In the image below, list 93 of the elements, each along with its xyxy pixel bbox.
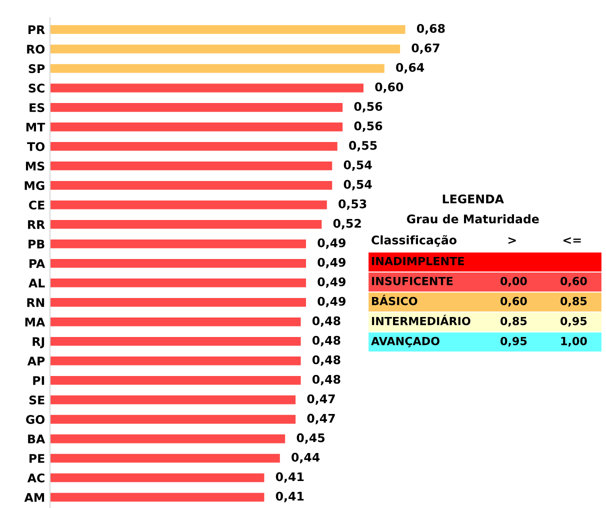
bar — [50, 162, 332, 170]
bar — [50, 298, 306, 307]
text: > — [508, 237, 516, 244]
y-tick-label: PA — [30, 259, 46, 268]
text: 1,00 — [561, 336, 587, 347]
bar — [50, 220, 322, 229]
y-tick-label: GO — [26, 415, 45, 424]
bar — [50, 240, 306, 248]
y-tick-label: RO — [27, 44, 45, 54]
bar — [50, 454, 280, 463]
text: 0,95 — [560, 316, 587, 327]
data-label: 0,54 — [344, 160, 372, 171]
data-label: 0,49 — [318, 296, 346, 308]
text: <= — [563, 237, 581, 244]
bar — [50, 278, 306, 288]
data-label: 0,45 — [296, 433, 325, 444]
y-tick-label: PE — [30, 454, 44, 463]
annotation: INTERMEDIÁRIO — [372, 314, 470, 326]
data-label: 0,47 — [307, 414, 335, 424]
bar — [50, 492, 264, 502]
bar — [50, 64, 384, 73]
y-tick-label: SE — [29, 396, 44, 404]
y-tick-label: RN — [27, 298, 44, 307]
bar — [50, 414, 296, 424]
data-label: 0,52 — [333, 218, 361, 230]
data-label: 0,48 — [312, 355, 340, 366]
data-label: 0,60 — [375, 82, 404, 93]
y-tick-label: AM — [24, 493, 44, 502]
text: 0,00 — [500, 276, 527, 287]
y-tick-label: MS — [26, 162, 44, 171]
data-label: 0,41 — [276, 492, 304, 502]
bar — [50, 103, 343, 112]
data-label: 0,44 — [292, 452, 320, 464]
bar — [50, 317, 301, 326]
bar — [50, 200, 327, 210]
data-label: 0,56 — [354, 102, 382, 112]
bar — [50, 84, 364, 92]
y-tick-label: RJ — [32, 337, 44, 348]
y-tick-label: RR — [28, 220, 45, 229]
bar — [50, 395, 296, 404]
bar — [50, 258, 306, 268]
bar — [50, 356, 301, 366]
text: 0,60 — [560, 276, 587, 287]
y-tick-label: PR — [28, 25, 45, 34]
data-label: 0,67 — [412, 43, 440, 54]
y-tick-label: MA — [25, 318, 46, 326]
data-label: 0,41 — [276, 472, 304, 483]
y-tick-label: PB — [28, 240, 44, 248]
y-tick-label: AP — [27, 356, 45, 366]
text: LEGENDA — [442, 194, 504, 204]
data-label: 0,48 — [312, 316, 340, 327]
text: Grau de Maturidade — [406, 214, 539, 224]
data-label: 0,49 — [318, 258, 346, 268]
bar — [50, 44, 400, 54]
annotation: BÁSICO — [372, 294, 418, 306]
annotation: Classificação — [372, 235, 456, 247]
data-label: 0,68 — [416, 24, 445, 34]
y-tick-label: SC — [28, 84, 44, 93]
text: 0,60 — [500, 296, 527, 307]
bar — [50, 336, 301, 346]
bar — [50, 122, 343, 132]
data-label: 0,47 — [307, 394, 335, 405]
data-label: 0,53 — [338, 199, 366, 210]
annotation: AVANÇADO — [371, 336, 440, 348]
y-tick-label: TO — [27, 142, 45, 152]
data-label: 0,56 — [354, 121, 382, 132]
y-tick-label: AC — [27, 474, 44, 482]
y-tick-label: MT — [26, 122, 46, 132]
annotation: INADIMPLENTE — [372, 256, 464, 266]
bar — [50, 142, 338, 151]
annotation: INSUFICENTE — [372, 276, 453, 286]
y-tick-label: ES — [30, 103, 44, 112]
data-label: 0,64 — [396, 62, 424, 74]
data-label: 0,49 — [318, 238, 346, 249]
text: 0,85 — [500, 316, 527, 327]
data-label: 0,49 — [318, 277, 346, 288]
bar — [50, 25, 406, 34]
data-label: 0,55 — [349, 140, 377, 152]
y-tick-label: MG — [24, 181, 44, 190]
bar — [50, 473, 264, 482]
y-tick-label: PI — [33, 376, 44, 385]
data-label: 0,48 — [312, 374, 340, 386]
y-tick-label: BA — [28, 434, 46, 444]
data-label: 0,48 — [312, 336, 340, 346]
y-tick-label: CE — [29, 200, 44, 210]
y-tick-label: SP — [28, 64, 45, 74]
bar — [50, 376, 301, 385]
data-label: 0,54 — [344, 180, 372, 190]
bar — [50, 434, 286, 444]
bar — [50, 181, 332, 190]
text: 0,95 — [500, 336, 527, 347]
text: 0,85 — [560, 296, 587, 307]
y-tick-label: AL — [28, 278, 45, 288]
